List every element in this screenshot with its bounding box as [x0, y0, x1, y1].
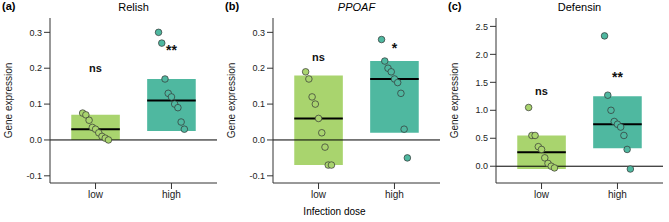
svg-text:2.0: 2.0	[475, 50, 488, 60]
svg-text:0.2: 0.2	[252, 63, 265, 73]
svg-text:1.0: 1.0	[475, 105, 488, 115]
svg-text:2.5: 2.5	[475, 22, 488, 32]
svg-text:**: **	[166, 42, 177, 58]
svg-text:0.5: 0.5	[475, 133, 488, 143]
html-text:(c): (c)	[448, 0, 462, 12]
svg-text:ns: ns	[89, 62, 102, 74]
svg-text:0.1: 0.1	[252, 99, 265, 109]
svg-text:high: high	[608, 189, 627, 200]
svg-text:**: **	[612, 69, 623, 85]
svg-text:0.0: 0.0	[252, 135, 265, 145]
svg-text:-0.1: -0.1	[26, 171, 42, 181]
html-text:PPOAF: PPOAF	[337, 1, 376, 13]
html-text:(a): (a)	[2, 0, 16, 12]
svg-text:low: low	[88, 189, 104, 200]
svg-text:Gene expression: Gene expression	[226, 63, 237, 139]
svg-text:ns: ns	[535, 85, 548, 97]
svg-text:*: *	[392, 40, 398, 56]
svg-text:0.1: 0.1	[29, 99, 42, 109]
svg-text:0.0: 0.0	[29, 135, 42, 145]
svg-text:-0.1: -0.1	[249, 171, 265, 181]
svg-text:0.3: 0.3	[252, 28, 265, 38]
svg-text:0.3: 0.3	[29, 28, 42, 38]
svg-text:low: low	[534, 189, 550, 200]
svg-text:high: high	[385, 189, 404, 200]
html-text:(b): (b)	[225, 0, 239, 12]
svg-text:0.0: 0.0	[475, 161, 488, 171]
svg-text:Gene expression: Gene expression	[449, 63, 460, 139]
svg-text:ns: ns	[312, 51, 325, 63]
svg-text:Gene expression: Gene expression	[8, 63, 14, 139]
html-text:Infection dose: Infection dose	[303, 206, 366, 217]
svg-text:1.5: 1.5	[475, 78, 488, 88]
svg-text:0.2: 0.2	[29, 63, 42, 73]
html-text:Relish: Relish	[118, 1, 149, 13]
svg-text:high: high	[162, 189, 181, 200]
svg-text:low: low	[311, 189, 327, 200]
html-text:Defensin: Defensin	[557, 1, 602, 13]
